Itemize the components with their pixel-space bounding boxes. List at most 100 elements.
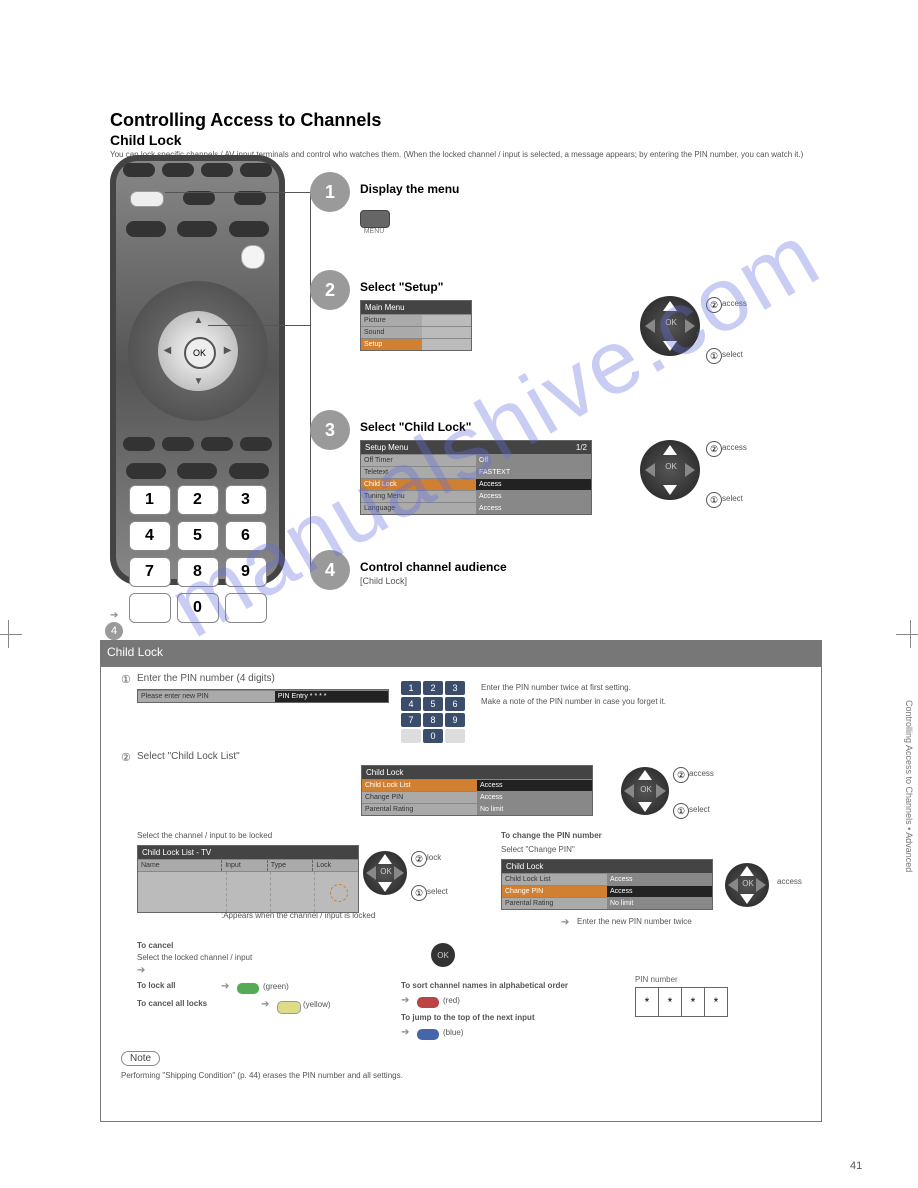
remote-button[interactable] (229, 463, 269, 479)
nav-pad[interactable]: OK (640, 296, 700, 356)
mini-key[interactable]: 0 (423, 729, 443, 743)
remote-button[interactable] (234, 191, 266, 205)
remote-button[interactable] (126, 221, 166, 237)
remote-button[interactable] (240, 163, 272, 177)
red-pill[interactable] (417, 997, 439, 1008)
numkey-4[interactable]: 4 (129, 521, 171, 551)
arrow-icon: ➔ (401, 1027, 409, 1038)
step-1-circle: 1 (310, 172, 350, 212)
mini-key[interactable]: 3 (445, 681, 465, 695)
child-lock-list: Child Lock List - TV Name Input Type Loc… (137, 845, 359, 913)
ok-icon[interactable]: OK (431, 943, 455, 967)
numkey-7[interactable]: 7 (129, 557, 171, 587)
remote-button[interactable] (162, 437, 194, 451)
mini-key[interactable] (445, 729, 465, 743)
mini-numpad: 123 456 789 0 (401, 681, 467, 743)
mini-key[interactable] (401, 729, 421, 743)
lock-all: To lock all (137, 981, 176, 990)
numkey-5[interactable]: 5 (177, 521, 219, 551)
note-badge: Note (121, 1051, 160, 1066)
label: access (689, 769, 714, 778)
remote-button[interactable] (201, 163, 233, 177)
mini-key[interactable]: 1 (401, 681, 421, 695)
nav-pad[interactable]: OK (725, 863, 769, 907)
menu-button-icon[interactable] (360, 210, 390, 228)
remote-ok-button[interactable]: OK (184, 337, 216, 369)
step-2-circle: 2 (310, 270, 350, 310)
remote-button[interactable] (123, 437, 155, 451)
yellow-pill[interactable] (277, 1001, 301, 1014)
remote-button[interactable] (201, 437, 233, 451)
note-text: Performing "Shipping Condition" (p. 44) … (121, 1071, 781, 1080)
green-label: (green) (263, 982, 289, 991)
arrow-icon: ➔ (561, 917, 569, 928)
nav-pad[interactable]: OK (640, 440, 700, 500)
remote-nav-ring: OK ▲ ▼ ◀ ▶ (128, 281, 268, 421)
pin-box: * (705, 988, 727, 1016)
remote-button[interactable] (229, 221, 269, 237)
pin-label: PIN number (635, 975, 678, 984)
remote-numpad: 1 2 3 4 5 6 7 8 9 0 (110, 479, 285, 629)
step-1-title: Display the menu (360, 182, 459, 196)
main-menu: Main Menu Picture Sound Setup (360, 300, 472, 351)
crop-mark-left (0, 620, 22, 648)
numkey-1[interactable]: 1 (129, 485, 171, 515)
nav-label-select: select (722, 494, 743, 503)
numkey-8[interactable]: 8 (177, 557, 219, 587)
mini-key[interactable]: 5 (423, 697, 443, 711)
mini-key[interactable]: 4 (401, 697, 421, 711)
remote-button[interactable] (126, 463, 166, 479)
remote-menu-button[interactable] (130, 191, 164, 207)
mini-key[interactable]: 9 (445, 713, 465, 727)
remote-button[interactable] (177, 221, 217, 237)
numkey-3[interactable]: 3 (225, 485, 267, 515)
lock-note: :Appears when the channel / input is loc… (221, 911, 375, 920)
menu-button-label: MENU (360, 228, 388, 235)
remote-button-circle[interactable] (241, 245, 265, 269)
callout-1: ① (411, 885, 427, 901)
callout-2: ② (706, 441, 722, 457)
callout-2: ② (673, 767, 689, 783)
nav-pad[interactable]: OK (363, 851, 407, 895)
step-3-circle: 3 (310, 410, 350, 450)
to-sort: To sort channel names in alphabetical or… (401, 981, 568, 990)
ok-label: OK (660, 318, 682, 327)
frame-step2-text: Select "Child Lock List" (137, 751, 240, 762)
numkey-blank[interactable] (225, 593, 267, 623)
pin-box: * (682, 988, 705, 1016)
mini-key[interactable]: 6 (445, 697, 465, 711)
arrow-icon: ➔ (137, 965, 145, 976)
mini-key[interactable]: 7 (401, 713, 421, 727)
remote-button[interactable] (123, 163, 155, 177)
green-pill[interactable] (237, 983, 259, 994)
change-pin-title: To change the PIN number (501, 831, 602, 840)
arrow-icon: ➔ (221, 981, 229, 992)
numkey-0[interactable]: 0 (177, 593, 219, 623)
blue-label: (blue) (443, 1028, 463, 1037)
step-4-sub: [Child Lock] (360, 576, 407, 586)
blue-pill[interactable] (417, 1029, 439, 1040)
remote-dpad[interactable]: OK ▲ ▼ ◀ ▶ (158, 311, 238, 391)
setup-menu: Setup Menu1/2 Off TimerOff TeletextFASTE… (360, 440, 592, 515)
numkey-blank[interactable] (129, 593, 171, 623)
arrow-icon: ➔ (261, 999, 269, 1010)
arrow-icon: ➔ (401, 995, 409, 1006)
mini-key[interactable]: 8 (423, 713, 443, 727)
nav-pad[interactable]: OK (621, 767, 669, 815)
step-4-mini: 4 (105, 622, 123, 640)
mini-key[interactable]: 2 (423, 681, 443, 695)
remote-button[interactable] (240, 437, 272, 451)
remote-button[interactable] (183, 191, 215, 205)
remote-control: OK ▲ ▼ ◀ ▶ 1 2 3 4 5 6 7 8 9 (110, 155, 285, 585)
red-label: (red) (443, 996, 460, 1005)
remote-button[interactable] (162, 163, 194, 177)
step-4-circle: 4 (310, 550, 350, 590)
remote-button[interactable] (177, 463, 217, 479)
numkey-2[interactable]: 2 (177, 485, 219, 515)
step-4-title: Control channel audience (360, 560, 507, 574)
numkey-9[interactable]: 9 (225, 557, 267, 587)
jump: To jump to the top of the next input (401, 1013, 535, 1022)
numkey-6[interactable]: 6 (225, 521, 267, 551)
desc: Select the channel / input to be locked (137, 831, 272, 840)
sidebar-label: Controlling Access to Channels • Advance… (904, 700, 914, 872)
